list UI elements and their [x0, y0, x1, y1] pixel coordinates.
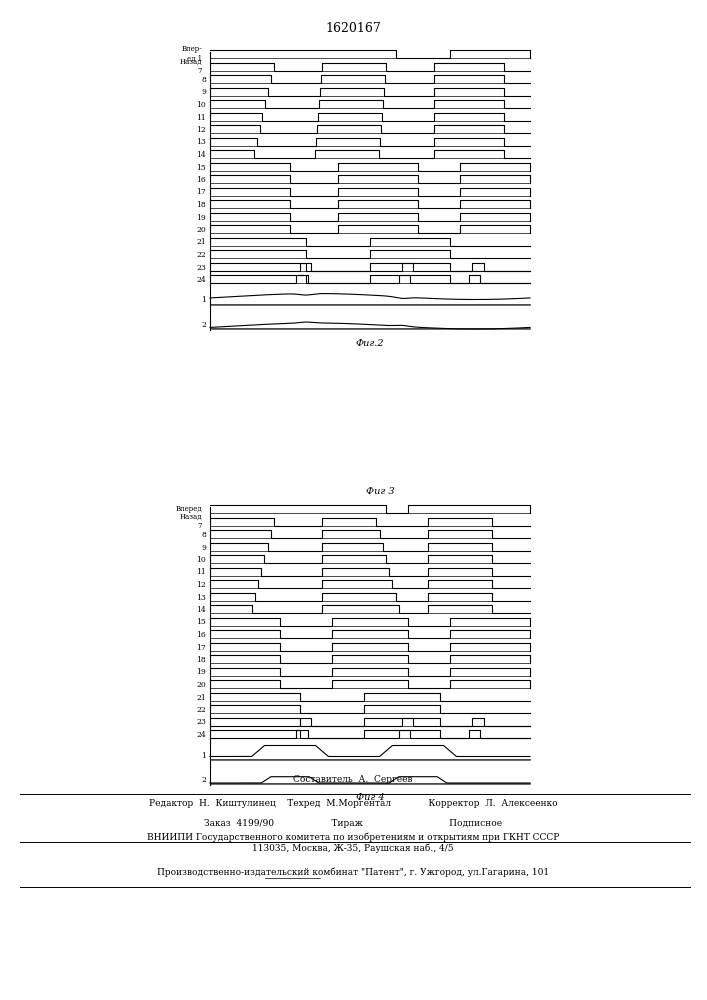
Text: 19: 19: [197, 214, 206, 222]
Text: Составитель  А.  Сергеев: Составитель А. Сергеев: [293, 776, 413, 784]
Text: 15: 15: [197, 163, 206, 172]
Text: 19: 19: [197, 668, 206, 676]
Text: 8: 8: [201, 76, 206, 84]
Text: 1: 1: [201, 296, 206, 304]
Text: 16: 16: [197, 176, 206, 184]
Text: 24: 24: [197, 731, 206, 739]
Text: Заказ  4199/90                    Тираж                              Подписное: Заказ 4199/90 Тираж Подписное: [204, 820, 502, 828]
Text: 13: 13: [196, 593, 206, 601]
Text: Назад
7: Назад 7: [180, 513, 202, 530]
Text: 12: 12: [197, 126, 206, 134]
Text: Производственно-издательский комбинат "Патент", г. Ужгород, ул.Гагарина, 101: Производственно-издательский комбинат "П…: [157, 867, 549, 877]
Text: 23: 23: [196, 263, 206, 271]
Text: 8: 8: [201, 531, 206, 539]
Text: Назад
7: Назад 7: [180, 58, 202, 75]
Text: 18: 18: [197, 201, 206, 209]
Text: 10: 10: [197, 101, 206, 109]
Text: 22: 22: [197, 251, 206, 259]
Text: 22: 22: [197, 706, 206, 714]
Text: 24: 24: [197, 276, 206, 284]
Text: 1620167: 1620167: [325, 21, 381, 34]
Text: 11: 11: [197, 568, 206, 576]
Text: 23: 23: [196, 718, 206, 726]
Text: 15: 15: [197, 618, 206, 626]
Text: 14: 14: [197, 606, 206, 614]
Text: 20: 20: [197, 681, 206, 689]
Text: 10: 10: [197, 556, 206, 564]
Text: 9: 9: [201, 544, 206, 552]
Text: ВНИИПИ Государственного комитета по изобретениям и открытиям при ГКНТ СССР: ВНИИПИ Государственного комитета по изоб…: [147, 832, 559, 842]
Text: 17: 17: [197, 188, 206, 196]
Text: Фиг 4: Фиг 4: [356, 794, 385, 802]
Text: 9: 9: [201, 89, 206, 97]
Text: Редактор  Н.  Киштулинец    Техред  М.Моргентал             Корректор  Л.  Алекс: Редактор Н. Киштулинец Техред М.Моргента…: [148, 800, 557, 808]
Text: 113035, Москва, Ж-35, Раушская наб., 4/5: 113035, Москва, Ж-35, Раушская наб., 4/5: [252, 843, 454, 853]
Text: Фиг.2: Фиг.2: [356, 338, 385, 348]
Text: 12: 12: [197, 581, 206, 589]
Text: Фиг 3: Фиг 3: [366, 488, 395, 496]
Text: 11: 11: [197, 113, 206, 121]
Text: Впер-
ед 1: Впер- ед 1: [182, 45, 202, 63]
Text: 13: 13: [196, 138, 206, 146]
Text: 2: 2: [201, 776, 206, 784]
Text: 17: 17: [197, 644, 206, 652]
Text: 1: 1: [201, 752, 206, 760]
Text: 20: 20: [197, 226, 206, 234]
Text: 2: 2: [201, 321, 206, 329]
Text: 21: 21: [197, 694, 206, 702]
Text: Вперед: Вперед: [175, 505, 202, 513]
Text: 16: 16: [197, 631, 206, 639]
Text: 14: 14: [197, 151, 206, 159]
Text: 21: 21: [197, 238, 206, 246]
Text: 18: 18: [197, 656, 206, 664]
